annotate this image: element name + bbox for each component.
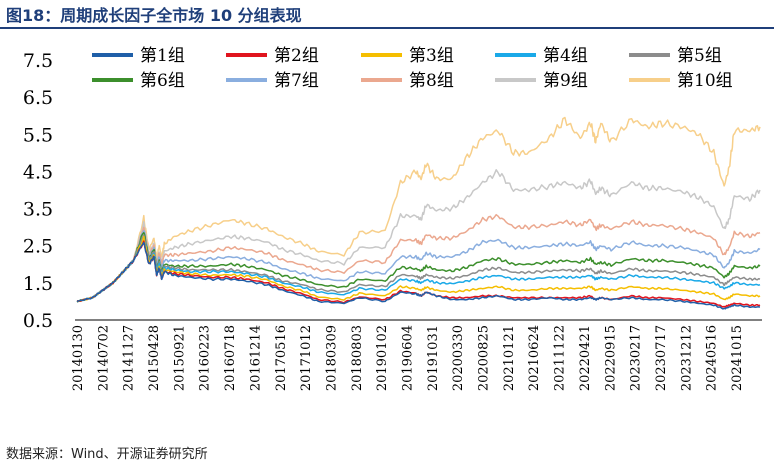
x-tick-label: 20200825 [477,325,492,391]
chart-series [76,116,761,310]
x-tick-label: 20191031 [426,325,441,391]
legend-item: 第2组 [226,46,319,66]
x-tick-label: 20160718 [223,325,238,391]
x-tick-label: 20210121 [502,325,517,391]
title-underline [0,27,774,29]
legend-label: 第8组 [409,71,454,91]
y-tick-label: 1.5 [23,273,53,295]
x-tick-label: 20220915 [603,325,618,391]
x-axis: 20140130 20140702 20141127 20150428 20150921… [71,319,762,391]
y-tick-label: 7.5 [23,50,53,72]
x-tick-label: 20150921 [172,325,187,391]
legend-label: 第1组 [140,46,185,66]
legend-item: 第10组 [629,71,733,91]
y-tick-label: 0.5 [23,310,53,332]
x-tick-label: 20150428 [147,325,162,391]
x-tick-label: 20241015 [730,325,745,391]
legend-label: 第4组 [543,46,588,66]
legend-label: 第2组 [274,46,319,66]
x-tick-label: 20210624 [527,325,542,391]
legend-label: 第9组 [543,71,588,91]
chart-title: 图18：周期成长因子全市场 10 分组表现 [6,6,302,25]
x-tick-label: 20171012 [299,325,314,391]
legend-item: 第8组 [361,71,454,91]
x-tick-label: 20240516 [705,325,720,391]
series-line-10 [77,116,761,302]
x-tick-label: 20230217 [629,325,644,391]
x-tick-label: 20170516 [274,325,289,391]
y-tick-label: 3.5 [23,199,53,221]
legend-label: 第10组 [677,71,733,91]
legend-label: 第5组 [677,46,722,66]
x-tick-label: 20230717 [654,325,669,391]
x-tick-label: 20190604 [401,325,416,391]
legend-label: 第6组 [140,71,185,91]
legend-item: 第7组 [226,71,319,91]
series-line-1 [76,241,761,310]
y-tick-label: 5.5 [23,124,53,146]
x-tick-label: 20161214 [248,325,263,391]
x-tick-label: 20180309 [324,325,339,391]
x-tick-label: 20231212 [679,325,694,391]
legend-item: 第3组 [361,46,454,66]
legend-item: 第1组 [92,46,185,66]
x-tick-label: 20160223 [198,325,213,391]
data-source-note: 数据来源：Wind、开源证券研究所 [6,447,208,462]
legend-label: 第7组 [274,71,319,91]
x-tick-label: 20220421 [578,325,593,391]
x-tick-label: 20200330 [451,325,466,391]
x-tick-label: 20140130 [71,325,86,391]
legend-item: 第9组 [495,71,588,91]
x-tick-label: 20180803 [350,325,365,391]
legend-item: 第5组 [629,46,722,66]
legend-item: 第4组 [495,46,588,66]
y-tick-label: 6.5 [23,87,53,109]
y-tick-label: 2.5 [23,236,53,258]
series-line-2 [76,240,761,308]
x-tick-label: 20141127 [122,325,137,391]
y-axis: 7.5 6.5 5.5 4.5 3.5 2.5 1.5 0.5 [23,50,53,332]
legend-label: 第3组 [409,46,454,66]
y-tick-label: 4.5 [23,161,53,183]
x-tick-label: 20140702 [96,325,111,391]
legend-item: 第6组 [92,71,185,91]
x-tick-label: 20190102 [375,325,390,391]
x-tick-label: 20211122 [553,325,568,391]
